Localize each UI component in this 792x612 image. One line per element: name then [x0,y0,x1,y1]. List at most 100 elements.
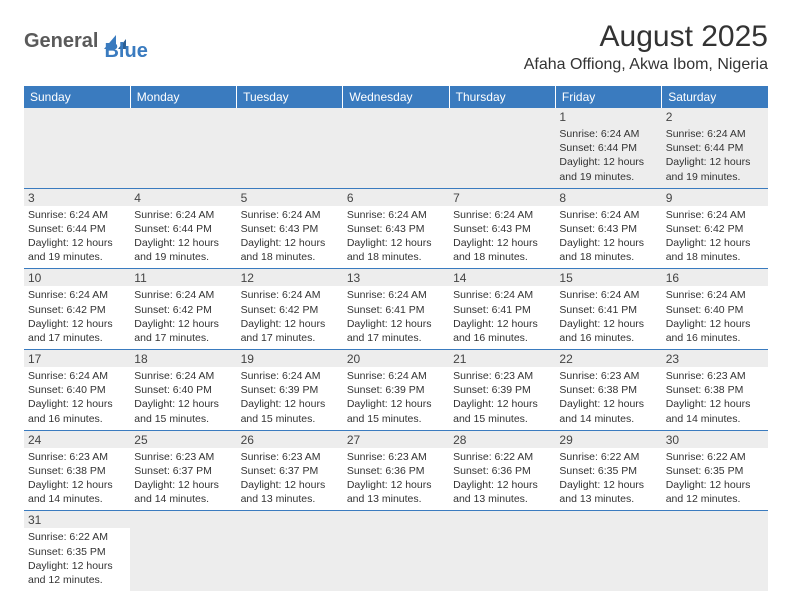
sunrise-text: Sunrise: 6:23 AM [347,450,445,464]
sunset-text: Sunset: 6:40 PM [28,383,126,397]
day-number: 3 [24,189,130,206]
day-details: Sunrise: 6:23 AMSunset: 6:36 PMDaylight:… [347,450,445,507]
day-number: 2 [662,108,768,125]
title-block: August 2025 Afaha Offiong, Akwa Ibom, Ni… [524,20,768,74]
month-title: August 2025 [524,20,768,54]
sunset-text: Sunset: 6:40 PM [666,303,764,317]
day-number: 11 [130,269,236,286]
daylight-text-1: Daylight: 12 hours [453,236,551,250]
day-details: Sunrise: 6:24 AMSunset: 6:44 PMDaylight:… [134,208,232,265]
daylight-text-1: Daylight: 12 hours [453,317,551,331]
day-details: Sunrise: 6:23 AMSunset: 6:38 PMDaylight:… [559,369,657,426]
day-details: Sunrise: 6:24 AMSunset: 6:42 PMDaylight:… [666,208,764,265]
day-header-row: Sunday Monday Tuesday Wednesday Thursday… [24,86,768,108]
sunset-text: Sunset: 6:44 PM [666,141,764,155]
sunset-text: Sunset: 6:41 PM [559,303,657,317]
sunrise-text: Sunrise: 6:24 AM [453,208,551,222]
calendar-body: 1Sunrise: 6:24 AMSunset: 6:44 PMDaylight… [24,108,768,591]
header-thursday: Thursday [449,86,555,108]
day-number: 6 [343,189,449,206]
day-details: Sunrise: 6:22 AMSunset: 6:35 PMDaylight:… [666,450,764,507]
daylight-text-2: and 18 minutes. [666,250,764,264]
day-number: 14 [449,269,555,286]
calendar-day-cell: 17Sunrise: 6:24 AMSunset: 6:40 PMDayligh… [24,350,130,431]
daylight-text-1: Daylight: 12 hours [559,397,657,411]
sunrise-text: Sunrise: 6:23 AM [453,369,551,383]
sunrise-text: Sunrise: 6:24 AM [134,369,232,383]
day-details: Sunrise: 6:24 AMSunset: 6:40 PMDaylight:… [666,288,764,345]
sunset-text: Sunset: 6:37 PM [134,464,232,478]
calendar-day-cell: 31Sunrise: 6:22 AMSunset: 6:35 PMDayligh… [24,511,130,591]
calendar-day-cell [662,511,768,591]
daylight-text-2: and 17 minutes. [347,331,445,345]
sunset-text: Sunset: 6:37 PM [241,464,339,478]
daylight-text-2: and 17 minutes. [28,331,126,345]
calendar-day-cell [237,511,343,591]
day-number: 8 [555,189,661,206]
sunrise-text: Sunrise: 6:23 AM [241,450,339,464]
sunset-text: Sunset: 6:39 PM [241,383,339,397]
day-details: Sunrise: 6:24 AMSunset: 6:43 PMDaylight:… [559,208,657,265]
day-details: Sunrise: 6:24 AMSunset: 6:41 PMDaylight:… [347,288,445,345]
daylight-text-1: Daylight: 12 hours [453,397,551,411]
day-number: 7 [449,189,555,206]
day-details: Sunrise: 6:24 AMSunset: 6:42 PMDaylight:… [134,288,232,345]
sunset-text: Sunset: 6:41 PM [453,303,551,317]
day-number: 9 [662,189,768,206]
calendar-day-cell: 22Sunrise: 6:23 AMSunset: 6:38 PMDayligh… [555,350,661,431]
calendar-day-cell: 26Sunrise: 6:23 AMSunset: 6:37 PMDayligh… [237,430,343,511]
calendar-day-cell: 18Sunrise: 6:24 AMSunset: 6:40 PMDayligh… [130,350,236,431]
daylight-text-1: Daylight: 12 hours [453,478,551,492]
sunrise-text: Sunrise: 6:23 AM [559,369,657,383]
daylight-text-2: and 14 minutes. [134,492,232,506]
daylight-text-1: Daylight: 12 hours [28,397,126,411]
sunset-text: Sunset: 6:42 PM [28,303,126,317]
day-number: 19 [237,350,343,367]
day-details: Sunrise: 6:23 AMSunset: 6:38 PMDaylight:… [28,450,126,507]
daylight-text-2: and 14 minutes. [28,492,126,506]
daylight-text-1: Daylight: 12 hours [134,317,232,331]
day-details: Sunrise: 6:24 AMSunset: 6:44 PMDaylight:… [559,127,657,184]
header-wednesday: Wednesday [343,86,449,108]
daylight-text-2: and 18 minutes. [347,250,445,264]
sunrise-text: Sunrise: 6:24 AM [347,288,445,302]
day-number: 21 [449,350,555,367]
page-header: General Blue August 2025 Afaha Offiong, … [24,20,768,74]
daylight-text-2: and 15 minutes. [347,412,445,426]
sunset-text: Sunset: 6:38 PM [666,383,764,397]
sunset-text: Sunset: 6:43 PM [241,222,339,236]
calendar-day-cell: 14 Sunrise: 6:24 AMSunset: 6:41 PMDayligh… [449,269,555,350]
sunrise-text: Sunrise: 6:24 AM [559,208,657,222]
sunrise-text: Sunrise: 6:24 AM [241,208,339,222]
calendar-day-cell: 10Sunrise: 6:24 AMSunset: 6:42 PMDayligh… [24,269,130,350]
sunset-text: Sunset: 6:36 PM [453,464,551,478]
sunrise-text: Sunrise: 6:24 AM [453,288,551,302]
calendar-day-cell: 15 Sunrise: 6:24 AMSunset: 6:41 PMDayligh… [555,269,661,350]
daylight-text-2: and 16 minutes. [559,331,657,345]
sunrise-text: Sunrise: 6:22 AM [559,450,657,464]
sunrise-text: Sunrise: 6:22 AM [453,450,551,464]
daylight-text-1: Daylight: 12 hours [134,397,232,411]
day-details: Sunrise: 6:24 AMSunset: 6:40 PMDaylight:… [134,369,232,426]
calendar-day-cell: 23Sunrise: 6:23 AMSunset: 6:38 PMDayligh… [662,350,768,431]
day-details: Sunrise: 6:24 AMSunset: 6:41 PMDaylight:… [559,288,657,345]
daylight-text-1: Daylight: 12 hours [347,478,445,492]
daylight-text-2: and 13 minutes. [347,492,445,506]
location-text: Afaha Offiong, Akwa Ibom, Nigeria [524,56,768,74]
sunset-text: Sunset: 6:44 PM [559,141,657,155]
header-saturday: Saturday [662,86,768,108]
daylight-text-1: Daylight: 12 hours [666,478,764,492]
calendar-day-cell: 13Sunrise: 6:24 AMSunset: 6:41 PMDayligh… [343,269,449,350]
day-number: 30 [662,431,768,448]
daylight-text-1: Daylight: 12 hours [241,317,339,331]
daylight-text-1: Daylight: 12 hours [559,478,657,492]
day-details: Sunrise: 6:22 AMSunset: 6:35 PMDaylight:… [559,450,657,507]
day-details: Sunrise: 6:23 AMSunset: 6:39 PMDaylight:… [453,369,551,426]
day-details: Sunrise: 6:24 AMSunset: 6:44 PMDaylight:… [666,127,764,184]
day-number: 15 [555,269,661,286]
sunset-text: Sunset: 6:42 PM [666,222,764,236]
calendar-day-cell: 11 Sunrise: 6:24 AMSunset: 6:42 PMDayligh… [130,269,236,350]
daylight-text-2: and 19 minutes. [134,250,232,264]
sunrise-text: Sunrise: 6:24 AM [28,369,126,383]
daylight-text-1: Daylight: 12 hours [559,236,657,250]
